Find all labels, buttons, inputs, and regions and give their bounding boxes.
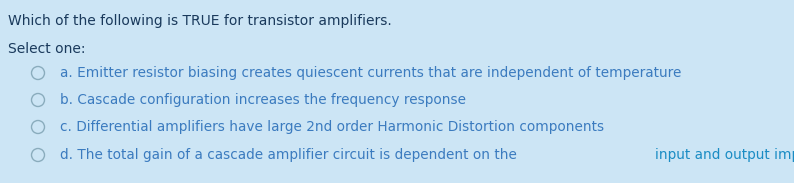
Text: input and output impedance: input and output impedance [655, 148, 794, 162]
Text: d. The total gain of a cascade amplifier circuit is dependent on the: d. The total gain of a cascade amplifier… [60, 148, 521, 162]
Text: a. Emitter resistor biasing creates quiescent currents that are independent of t: a. Emitter resistor biasing creates quie… [60, 66, 681, 80]
Ellipse shape [32, 120, 44, 134]
Text: Select one:: Select one: [8, 42, 86, 56]
Ellipse shape [32, 148, 44, 162]
Text: c. Differential amplifiers have large 2nd order Harmonic Distortion components: c. Differential amplifiers have large 2n… [60, 120, 604, 134]
Ellipse shape [32, 66, 44, 79]
Ellipse shape [32, 94, 44, 107]
Text: b. Cascade configuration increases the frequency response: b. Cascade configuration increases the f… [60, 93, 466, 107]
Text: Which of the following is TRUE for transistor amplifiers.: Which of the following is TRUE for trans… [8, 14, 391, 28]
